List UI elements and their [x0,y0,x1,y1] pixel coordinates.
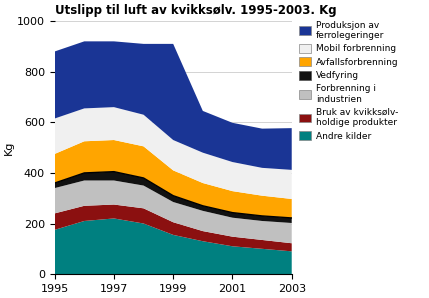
Y-axis label: Kg: Kg [4,140,14,155]
Text: Utslipp til luft av kvikksølv. 1995-2003. Kg: Utslipp til luft av kvikksølv. 1995-2003… [54,4,336,17]
Legend: Produksjon av
ferrolegeringer, Mobil forbrenning, Avfallsforbrenning, Vedfyring,: Produksjon av ferrolegeringer, Mobil for… [299,21,399,141]
